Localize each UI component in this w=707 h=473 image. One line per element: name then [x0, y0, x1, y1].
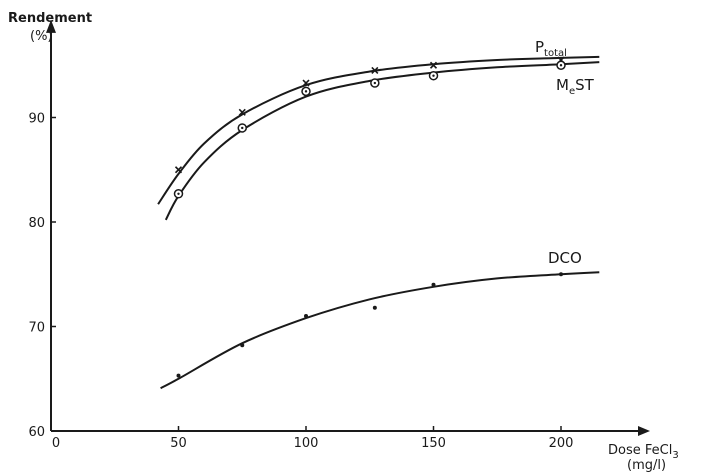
series-label-mest-main: M	[556, 76, 569, 94]
y-tick-label: 80	[28, 216, 45, 231]
x-axis-arrow	[638, 426, 650, 436]
markers	[173, 56, 566, 378]
axes	[46, 19, 650, 436]
data-point-mest	[237, 123, 247, 133]
data-point-mest	[370, 78, 380, 88]
series-label-mest: MeST	[556, 76, 595, 97]
y-tick-label: 60	[28, 425, 45, 440]
y-axis-unit: (%)	[30, 29, 53, 44]
series-line-dco	[160, 271, 600, 390]
series-line-mest	[164, 61, 600, 221]
y-axis-title: Rendement	[8, 11, 92, 26]
x-axis-title-sub: 3	[672, 450, 678, 461]
data-point-ptotal	[238, 108, 246, 116]
y-tick-label: 70	[28, 321, 45, 336]
series-label-mest-sub: e	[569, 86, 575, 97]
series-label-mest-rest: ST	[575, 76, 595, 94]
data-point-ptotal	[302, 79, 310, 87]
x-tick-label: 200	[549, 436, 574, 451]
x-tick-label: 0	[52, 436, 60, 451]
series-label-ptotal-main: P	[535, 38, 544, 56]
y-tick-label: 90	[28, 112, 45, 127]
x-axis-title: Dose FeCl3	[608, 443, 679, 461]
series-line-ptotal	[157, 55, 600, 205]
series-label-ptotal-sub: total	[544, 48, 567, 59]
x-axis-title-main: Dose FeCl	[608, 443, 672, 458]
data-point-mest	[173, 189, 184, 199]
data-point-dco	[304, 314, 308, 319]
ticks: 0 50 100 150 200 60 70 80 90	[28, 112, 573, 452]
data-point-ptotal	[371, 66, 379, 75]
x-axis-unit: (mg/l)	[627, 458, 666, 473]
data-point-mest	[301, 86, 311, 97]
data-point-mest	[428, 70, 439, 81]
curves	[157, 55, 600, 390]
x-tick-label: 100	[294, 436, 319, 451]
series-label-ptotal: Ptotal	[535, 38, 567, 59]
x-tick-label: 150	[421, 436, 446, 451]
y-axis-arrow	[46, 19, 56, 33]
data-point-dco	[559, 272, 563, 277]
series-label-dco: DCO	[548, 249, 582, 267]
data-point-ptotal	[174, 166, 183, 174]
data-point-mest	[556, 60, 566, 70]
data-point-dco	[240, 343, 245, 348]
data-point-dco	[431, 282, 436, 287]
data-point-dco	[372, 305, 377, 310]
data-point-ptotal	[429, 61, 438, 69]
x-tick-label: 50	[170, 436, 187, 451]
data-point-dco	[176, 373, 181, 378]
